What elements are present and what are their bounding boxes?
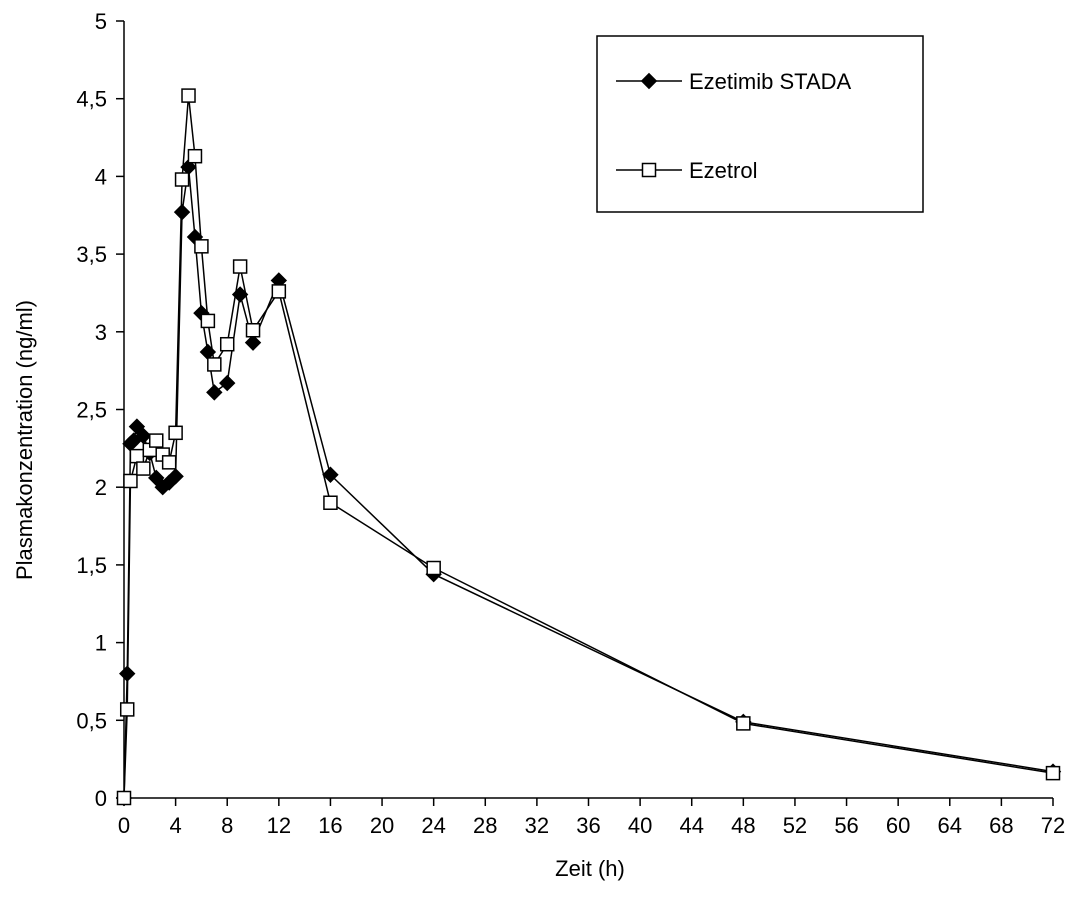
data-point-square <box>161 455 177 470</box>
legend-label: Ezetimib STADA <box>689 69 852 94</box>
x-tick-label: 72 <box>1041 813 1065 838</box>
data-point-square <box>323 495 338 510</box>
y-axis-title: Plasmakonzentration (ng/ml) <box>12 300 37 580</box>
y-tick-label: 2,5 <box>76 398 107 423</box>
y-tick-label: 1,5 <box>76 553 107 578</box>
y-tick-label: 1 <box>95 631 107 656</box>
data-point-square <box>426 560 441 576</box>
series-2 <box>116 88 1061 806</box>
y-tick-label: 3 <box>95 320 107 345</box>
data-point-diamond <box>206 384 223 401</box>
data-point-square <box>245 322 261 338</box>
legend-box <box>596 35 924 213</box>
data-point-square <box>129 448 145 464</box>
x-tick-label: 32 <box>525 813 549 838</box>
legend-item-2: Ezetrol <box>616 158 757 183</box>
data-point-diamond <box>640 72 658 90</box>
x-tick-label: 48 <box>731 813 755 838</box>
x-tick-label: 28 <box>473 813 497 838</box>
data-point-square <box>219 336 235 352</box>
data-point-diamond <box>322 466 339 483</box>
legend: Ezetimib STADA Ezetrol <box>596 35 924 213</box>
data-point-square <box>187 148 203 164</box>
legend-items: Ezetimib STADA Ezetrol <box>616 69 852 183</box>
y-tick-label: 0,5 <box>76 708 107 733</box>
data-point-diamond <box>244 334 262 351</box>
x-tick-label: 36 <box>576 813 600 838</box>
data-point-square <box>168 425 183 441</box>
data-point-diamond <box>128 418 146 435</box>
x-tick-label: 4 <box>169 813 181 838</box>
x-ticks: 0 4 8 12 16 20 24 28 32 36 40 44 48 52 56 60 64 68 72 <box>118 798 1065 838</box>
series-line <box>123 166 1054 799</box>
x-tick-label: 12 <box>267 813 291 838</box>
x-tick-label: 60 <box>886 813 910 838</box>
data-point-square <box>232 259 248 274</box>
data-point-square <box>207 357 222 372</box>
data-point-square <box>119 702 135 717</box>
x-tick-label: 44 <box>679 813 703 838</box>
y-tick-label: 4 <box>95 164 107 189</box>
data-point-square <box>149 433 164 448</box>
x-tick-label: 20 <box>370 813 394 838</box>
data-point-diamond <box>167 468 184 485</box>
data-point-diamond <box>173 203 191 221</box>
data-point-square <box>200 313 216 329</box>
series-1 <box>115 158 1062 807</box>
data-point-square <box>1045 765 1061 781</box>
y-tick-label: 4,5 <box>76 87 107 112</box>
data-point-square <box>181 88 196 103</box>
y-ticks: 0 0,5 1 1,5 2 2,5 3 3,5 4 4,5 5 <box>76 9 124 811</box>
x-tick-label: 56 <box>834 813 858 838</box>
data-point-square <box>174 172 190 187</box>
y-tick-label: 2 <box>95 475 107 500</box>
axes: 00,511,522,533,544,55 0 4 8 12 16 20 24 28 32 36 4… <box>76 9 1065 838</box>
x-tick-label: 52 <box>783 813 807 838</box>
x-tick-label: 68 <box>989 813 1013 838</box>
data-point-square <box>641 162 657 178</box>
x-axis-title: Zeit (h) <box>555 856 625 881</box>
plot-series <box>115 88 1062 807</box>
data-point-diamond <box>219 374 236 392</box>
x-tick-label: 0 <box>118 813 130 838</box>
data-point-square <box>123 473 138 489</box>
data-point-square <box>116 790 132 806</box>
data-point-diamond <box>148 469 165 487</box>
data-point-square <box>271 284 287 299</box>
x-tick-label: 40 <box>628 813 652 838</box>
legend-label: Ezetrol <box>689 158 757 183</box>
data-point-square <box>194 239 209 254</box>
x-tick-label: 64 <box>938 813 962 838</box>
x-tick-label: 24 <box>421 813 445 838</box>
y-tick-label: 3,5 <box>76 242 107 267</box>
y-tick-label: 0 <box>95 786 107 811</box>
legend-item-1: Ezetimib STADA <box>616 69 852 94</box>
x-tick-label: 16 <box>318 813 342 838</box>
data-point-square <box>136 461 151 476</box>
y-tick-label: 5 <box>95 9 107 34</box>
data-point-square <box>736 716 751 731</box>
x-tick-label: 8 <box>221 813 233 838</box>
